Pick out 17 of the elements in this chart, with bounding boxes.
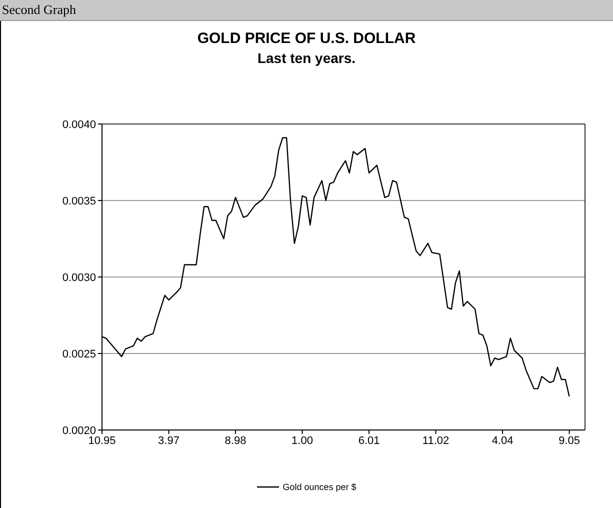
legend-label: Gold ounces per $ (282, 482, 356, 492)
x-tick-label: 6.01 (358, 434, 380, 447)
x-tick-label: 1.00 (292, 434, 313, 447)
y-tick-label: 0.0020 (62, 424, 96, 437)
x-tick-label: 4.04 (492, 434, 514, 447)
chart-subtitle: Last ten years. (256, 50, 357, 66)
x-tick-label: 3.97 (158, 434, 180, 447)
y-tick-label: 0.0025 (62, 348, 96, 360)
chart-title: GOLD PRICE OF U.S. DOLLAR (196, 30, 417, 47)
y-tick-label: 0.0035 (62, 195, 96, 208)
x-tick-label: 11.02 (422, 434, 450, 447)
text: Second Graph (2, 2, 76, 18)
x-tick-label: 8.98 (224, 434, 246, 447)
y-tick-label: 0.0030 (62, 272, 96, 284)
y-tick-label: 0.0040 (62, 118, 96, 131)
x-tick-label: 9.05 (558, 434, 580, 447)
x-tick-label: 10.95 (88, 434, 116, 447)
